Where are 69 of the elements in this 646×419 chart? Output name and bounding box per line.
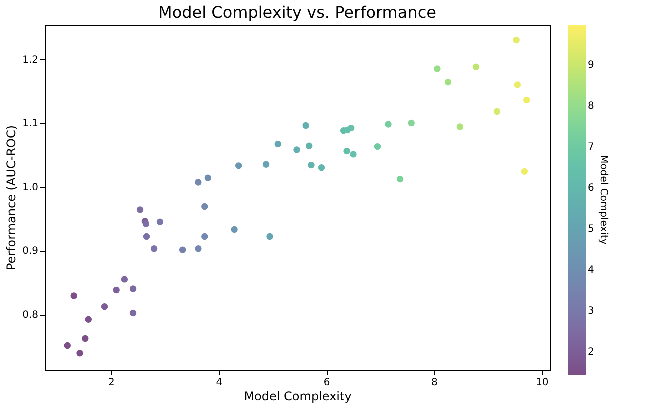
point: [266, 233, 274, 240]
point: [396, 176, 404, 183]
point: [202, 203, 208, 210]
point: [374, 143, 382, 150]
point: [150, 245, 158, 252]
point: [318, 164, 326, 172]
y-tick-label: 1.0: [22, 182, 38, 194]
point: [179, 246, 186, 254]
point: [523, 96, 530, 104]
point: [143, 233, 150, 240]
point: [521, 168, 528, 176]
point: [136, 206, 144, 214]
point: [302, 122, 310, 130]
point: [195, 245, 202, 252]
point: [456, 124, 464, 130]
y-axis-title: Performance (AUC-ROC): [4, 125, 19, 271]
point: [308, 162, 315, 169]
color-bar-label: 6: [588, 182, 594, 194]
y-tick-label: 0.8: [22, 310, 38, 322]
x-tick-label: 6: [324, 378, 330, 388]
point: [294, 146, 300, 154]
point: [513, 36, 520, 44]
point: [204, 174, 212, 182]
point: [514, 82, 522, 88]
point: [101, 304, 108, 310]
point: [82, 335, 89, 342]
point: [494, 108, 501, 116]
point: [64, 342, 71, 350]
color-bar-label: 5: [588, 224, 594, 235]
point: [262, 161, 270, 168]
color-bar-label: 9: [588, 60, 594, 71]
color-bar-label: 8: [588, 100, 594, 112]
point: [444, 79, 452, 86]
color-bar-label: 3: [588, 306, 594, 317]
color-bar-label: 7: [588, 142, 594, 153]
x-tick-label: 4: [216, 378, 223, 388]
x-tick-label: 2: [108, 378, 115, 388]
color-bar-title: Model Complexity: [598, 155, 609, 245]
point: [156, 218, 164, 226]
point: [195, 179, 202, 186]
x-axis-title: Model Complexity: [244, 390, 352, 404]
point: [350, 151, 357, 158]
point: [235, 162, 242, 170]
point: [408, 120, 415, 127]
y-tick-label: 0.9: [22, 246, 38, 258]
point: [130, 286, 137, 292]
chart-title: Model Complexity vs. Performance: [158, 3, 436, 22]
y-tick-label: 1.2: [22, 54, 38, 66]
point: [130, 310, 137, 317]
point: [434, 66, 441, 72]
point: [76, 350, 84, 357]
point: [306, 142, 313, 150]
point: [113, 286, 120, 294]
point: [202, 233, 208, 240]
point: [274, 140, 282, 148]
point: [344, 148, 350, 155]
color-bar-label: 2: [588, 347, 594, 358]
point: [385, 121, 392, 128]
point: [231, 226, 238, 234]
point: [85, 316, 92, 323]
point: [142, 220, 150, 228]
point: [121, 276, 128, 283]
point: [472, 64, 480, 70]
x-tick-label: 10: [536, 378, 549, 388]
point: [70, 292, 78, 300]
color-bar-label: 4: [588, 264, 594, 276]
y-tick-label: 1.1: [22, 118, 38, 130]
point: [348, 124, 355, 132]
x-tick-label: 8: [432, 378, 438, 388]
